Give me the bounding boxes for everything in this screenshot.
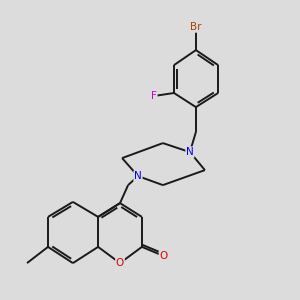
Text: O: O [159,251,168,261]
Text: F: F [151,91,157,101]
Text: N: N [134,171,142,181]
Text: Br: Br [190,22,202,32]
Text: N: N [186,147,194,157]
Text: O: O [116,258,124,268]
